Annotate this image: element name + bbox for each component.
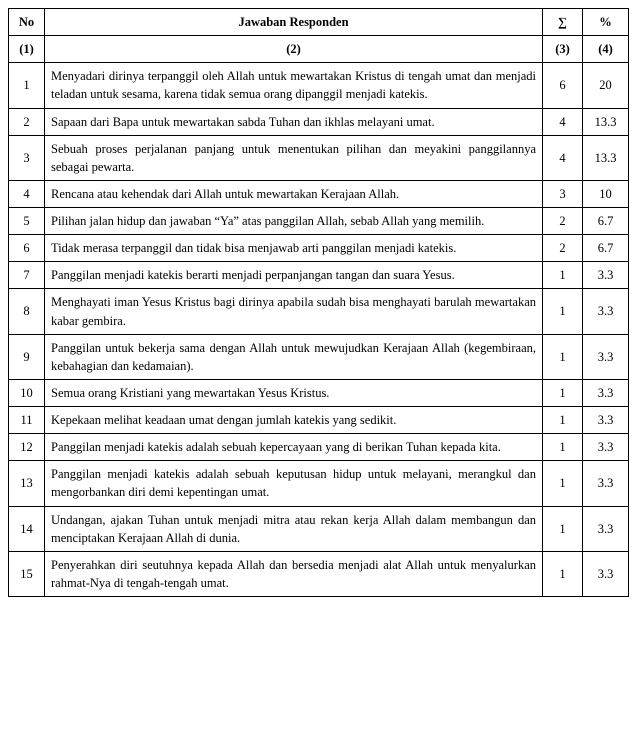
cell-response: Sapaan dari Bapa untuk mewartakan sabda … [45,108,543,135]
cell-sum: 1 [543,334,583,379]
cell-percent: 10 [583,180,629,207]
table-row: 12Panggilan menjadi katekis adalah sebua… [9,434,629,461]
cell-sum: 4 [543,135,583,180]
cell-percent: 3.3 [583,379,629,406]
cell-no: 1 [9,63,45,108]
table-row: 3Sebuah proses perjalanan panjang untuk … [9,135,629,180]
table-row: 11Kepekaan melihat keadaan umat dengan j… [9,407,629,434]
cell-sum: 2 [543,235,583,262]
cell-no: 12 [9,434,45,461]
cell-percent: 13.3 [583,108,629,135]
header-row-1: No Jawaban Responden ∑ % [9,9,629,36]
cell-response: Panggilan menjadi katekis adalah sebuah … [45,461,543,506]
cell-percent: 3.3 [583,461,629,506]
cell-no: 14 [9,506,45,551]
cell-sum: 2 [543,208,583,235]
cell-response: Undangan, ajakan Tuhan untuk menjadi mit… [45,506,543,551]
cell-percent: 13.3 [583,135,629,180]
table-row: 13Panggilan menjadi katekis adalah sebua… [9,461,629,506]
cell-response: Sebuah proses perjalanan panjang untuk m… [45,135,543,180]
cell-sum: 1 [543,407,583,434]
cell-sum: 6 [543,63,583,108]
cell-response: Panggilan untuk bekerja sama dengan Alla… [45,334,543,379]
cell-sum: 1 [543,434,583,461]
cell-sum: 1 [543,289,583,334]
table-row: 10Semua orang Kristiani yang mewartakan … [9,379,629,406]
cell-percent: 3.3 [583,407,629,434]
cell-no: 9 [9,334,45,379]
cell-no: 15 [9,551,45,596]
subheader-c4: (4) [583,36,629,63]
cell-sum: 1 [543,551,583,596]
cell-response: Panggilan menjadi katekis berarti menjad… [45,262,543,289]
cell-no: 8 [9,289,45,334]
cell-response: Penyerahkan diri seutuhnya kepada Allah … [45,551,543,596]
cell-percent: 3.3 [583,334,629,379]
response-table: No Jawaban Responden ∑ % (1) (2) (3) (4)… [8,8,629,597]
table-row: 8Menghayati iman Yesus Kristus bagi diri… [9,289,629,334]
cell-sum: 1 [543,262,583,289]
table-row: 4Rencana atau kehendak dari Allah untuk … [9,180,629,207]
cell-sum: 1 [543,506,583,551]
cell-response: Kepekaan melihat keadaan umat dengan jum… [45,407,543,434]
cell-percent: 3.3 [583,434,629,461]
cell-no: 3 [9,135,45,180]
cell-sum: 4 [543,108,583,135]
cell-no: 5 [9,208,45,235]
table-body: 1Menyadari dirinya terpanggil oleh Allah… [9,63,629,597]
cell-percent: 3.3 [583,506,629,551]
col-header-sum: ∑ [543,9,583,36]
cell-sum: 1 [543,379,583,406]
cell-no: 13 [9,461,45,506]
cell-percent: 3.3 [583,551,629,596]
table-row: 2Sapaan dari Bapa untuk mewartakan sabda… [9,108,629,135]
cell-no: 10 [9,379,45,406]
cell-no: 4 [9,180,45,207]
cell-response: Semua orang Kristiani yang mewartakan Ye… [45,379,543,406]
cell-response: Tidak merasa terpanggil dan tidak bisa m… [45,235,543,262]
table-row: 7Panggilan menjadi katekis berarti menja… [9,262,629,289]
header-row-2: (1) (2) (3) (4) [9,36,629,63]
table-row: 6Tidak merasa terpanggil dan tidak bisa … [9,235,629,262]
col-header-no: No [9,9,45,36]
cell-response: Menyadari dirinya terpanggil oleh Allah … [45,63,543,108]
table-row: 15Penyerahkan diri seutuhnya kepada Alla… [9,551,629,596]
subheader-c3: (3) [543,36,583,63]
cell-percent: 6.7 [583,235,629,262]
cell-sum: 1 [543,461,583,506]
cell-response: Panggilan menjadi katekis adalah sebuah … [45,434,543,461]
cell-percent: 6.7 [583,208,629,235]
table-row: 14Undangan, ajakan Tuhan untuk menjadi m… [9,506,629,551]
cell-percent: 20 [583,63,629,108]
cell-no: 2 [9,108,45,135]
cell-sum: 3 [543,180,583,207]
subheader-c2: (2) [45,36,543,63]
col-header-percent: % [583,9,629,36]
cell-no: 11 [9,407,45,434]
cell-no: 6 [9,235,45,262]
cell-percent: 3.3 [583,262,629,289]
col-header-response: Jawaban Responden [45,9,543,36]
table-row: 9Panggilan untuk bekerja sama dengan All… [9,334,629,379]
cell-percent: 3.3 [583,289,629,334]
subheader-c1: (1) [9,36,45,63]
table-row: 1Menyadari dirinya terpanggil oleh Allah… [9,63,629,108]
cell-no: 7 [9,262,45,289]
cell-response: Pilihan jalan hidup dan jawaban “Ya” ata… [45,208,543,235]
cell-response: Menghayati iman Yesus Kristus bagi dirin… [45,289,543,334]
table-row: 5Pilihan jalan hidup dan jawaban “Ya” at… [9,208,629,235]
cell-response: Rencana atau kehendak dari Allah untuk m… [45,180,543,207]
